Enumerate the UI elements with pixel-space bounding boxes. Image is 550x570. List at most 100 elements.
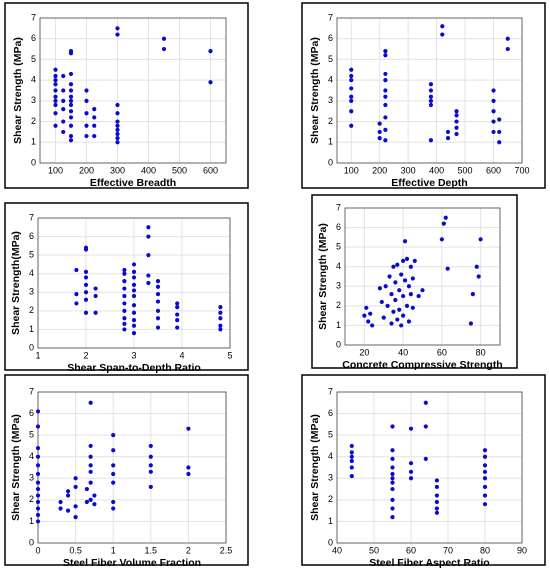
x-tick-label: 1 (35, 350, 40, 360)
point (401, 258, 406, 263)
x-tick-label: 40 (332, 545, 342, 555)
point (383, 88, 388, 93)
y-tick-label: 5 (31, 54, 36, 64)
point (122, 279, 127, 284)
point (131, 323, 137, 328)
point (454, 125, 459, 130)
point (383, 71, 388, 77)
point (186, 426, 191, 431)
point (73, 504, 78, 509)
point (482, 448, 488, 453)
point (115, 136, 120, 141)
y-tick-label: 1 (29, 516, 34, 526)
y-tick-label: 6 (328, 33, 333, 43)
point (482, 484, 488, 490)
x-axis-label: Effective Depth (391, 177, 467, 189)
x-tick-label: 60 (406, 545, 416, 555)
x-tick-label: 300 (401, 165, 416, 175)
x-tick-label: 200 (372, 165, 387, 175)
point (497, 117, 502, 122)
point (35, 519, 41, 524)
point (491, 119, 496, 124)
point (35, 480, 41, 485)
point (175, 305, 180, 310)
point (349, 67, 354, 72)
y-tick-label: 3 (29, 287, 34, 297)
point (92, 107, 97, 112)
point (434, 493, 439, 498)
point (208, 49, 213, 54)
point (92, 502, 97, 507)
point (131, 262, 137, 267)
point (122, 286, 127, 291)
point (131, 331, 137, 336)
point (406, 319, 412, 324)
x-tick-label: 3 (131, 350, 136, 360)
x-axis-label: Effective Breadth (90, 177, 176, 189)
x-tick-label: 1 (111, 545, 116, 555)
point (131, 269, 137, 274)
point (218, 316, 223, 321)
point (390, 448, 395, 453)
point (366, 319, 371, 324)
point (35, 445, 41, 451)
point (428, 82, 434, 87)
point (73, 476, 78, 481)
point (61, 119, 66, 124)
x-tick-label: 90 (517, 545, 527, 555)
y-tick-label: 5 (328, 54, 333, 64)
point (68, 102, 74, 108)
point (428, 94, 434, 99)
point (349, 86, 354, 91)
point (408, 426, 414, 431)
y-tick-label: 2 (29, 305, 34, 315)
point (445, 129, 451, 135)
y-tick-label: 7 (336, 202, 341, 212)
point (68, 98, 74, 103)
x-tick-label: 500 (458, 165, 473, 175)
point (122, 267, 127, 273)
y-tick-label: 0 (328, 537, 333, 547)
x-tick-label: 400 (429, 165, 444, 175)
y-tick-label: 5 (29, 250, 34, 260)
point (497, 140, 502, 145)
point (478, 237, 483, 242)
point (175, 325, 180, 330)
point (111, 448, 116, 453)
point (53, 73, 58, 79)
y-tick-label: 5 (29, 430, 34, 440)
point (61, 107, 66, 112)
point (402, 239, 408, 244)
point (115, 26, 120, 31)
point (349, 73, 354, 79)
point (482, 493, 488, 498)
point (349, 94, 354, 99)
y-tick-label: 5 (336, 242, 341, 252)
point (491, 98, 496, 103)
point (115, 119, 120, 124)
point (115, 127, 120, 132)
point (401, 313, 406, 318)
point (402, 278, 408, 283)
point (68, 115, 74, 120)
point (83, 269, 89, 274)
point (349, 123, 354, 128)
point (434, 510, 439, 515)
point (390, 515, 395, 520)
point (397, 307, 402, 312)
point (122, 293, 127, 299)
point (68, 133, 74, 139)
point (474, 264, 479, 269)
point (383, 138, 388, 143)
x-tick-label: 50 (369, 545, 379, 555)
plot-area (337, 392, 522, 543)
point (83, 282, 89, 287)
point (122, 321, 127, 326)
point (454, 131, 459, 137)
point (93, 310, 98, 315)
point (53, 94, 58, 99)
point (58, 506, 63, 511)
point (186, 471, 191, 477)
point (349, 450, 354, 455)
